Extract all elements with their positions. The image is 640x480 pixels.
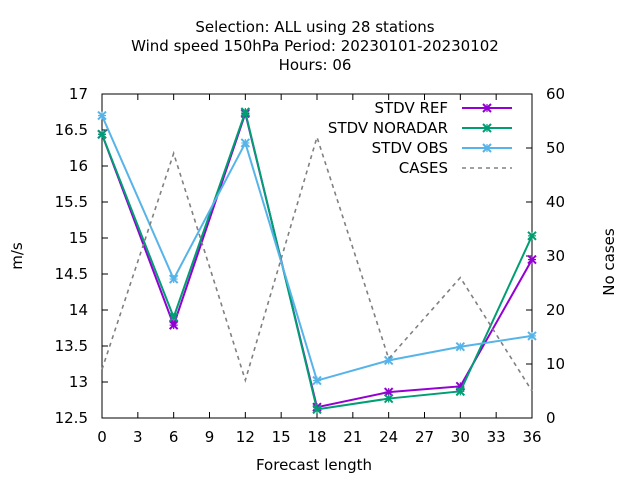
series-cases [101, 134, 533, 392]
x-tick-label: 24 [379, 428, 398, 446]
y2-tick-label: 40 [546, 193, 565, 211]
legend-item: STDV REF [374, 99, 512, 117]
title-line-1: Selection: ALL using 28 stations [195, 18, 434, 36]
legend-label: CASES [399, 159, 448, 177]
series-layer [97, 107, 537, 415]
legend-item: CASES [399, 159, 512, 177]
x-tick-label: 3 [133, 428, 143, 446]
x-tick-label: 36 [522, 428, 541, 446]
y2-tick-label: 50 [546, 139, 565, 157]
legend-label: STDV OBS [372, 139, 448, 157]
y-tick-label: 15 [69, 229, 88, 247]
x-tick-label: 9 [205, 428, 215, 446]
x-tick-label: 30 [451, 428, 470, 446]
y-tick-label: 14 [69, 301, 88, 319]
x-tick-label: 12 [236, 428, 255, 446]
legend-item: STDV OBS [372, 139, 512, 157]
x-tick-label: 21 [343, 428, 362, 446]
series-stdv-noradar [97, 107, 537, 415]
y-tick-label: 16.5 [55, 121, 88, 139]
y-tick-label: 15.5 [55, 193, 88, 211]
legend: STDV REF STDV NORADAR STDV OBS CASES [328, 99, 512, 177]
legend-label: STDV REF [374, 99, 448, 117]
series-line [101, 115, 533, 382]
x-tick-label: 15 [272, 428, 291, 446]
x-axis-label: Forecast length [256, 456, 372, 474]
y-tick-label: 17 [69, 85, 88, 103]
x-tick-label: 27 [415, 428, 434, 446]
y-axis-label: m/s [8, 242, 26, 270]
y2-tick-label: 10 [546, 355, 565, 373]
y-tick-label: 16 [69, 157, 88, 175]
series-stdv-obs [97, 110, 537, 386]
chart-title: Selection: ALL using 28 stations Wind sp… [131, 18, 499, 74]
y2-tick-label: 30 [546, 247, 565, 265]
legend-item: STDV NORADAR [328, 119, 512, 137]
y-tick-label: 14.5 [55, 265, 88, 283]
axes: 0 3 6 9 12 15 18 21 24 27 30 33 3612.51313.51414.515… [55, 85, 566, 446]
x-tick-label: 6 [169, 428, 179, 446]
y2-tick-label: 0 [546, 409, 556, 427]
legend-label: STDV NORADAR [328, 119, 448, 137]
y2-tick-label: 60 [546, 85, 565, 103]
y2-tick-label: 20 [546, 301, 565, 319]
series-line [101, 134, 533, 392]
title-line-3: Hours: 06 [279, 56, 352, 74]
y-tick-label: 13 [69, 373, 88, 391]
series-stdv-ref [97, 108, 537, 412]
y-tick-label: 12.5 [55, 409, 88, 427]
x-tick-label: 18 [307, 428, 326, 446]
title-line-2: Wind speed 150hPa Period: 20230101-20230… [131, 37, 499, 55]
x-tick-label: 33 [487, 428, 506, 446]
plot-frame [101, 93, 533, 419]
x-tick-label: 0 [97, 428, 107, 446]
y2-axis-label: No cases [600, 228, 618, 296]
y-tick-label: 13.5 [55, 337, 88, 355]
